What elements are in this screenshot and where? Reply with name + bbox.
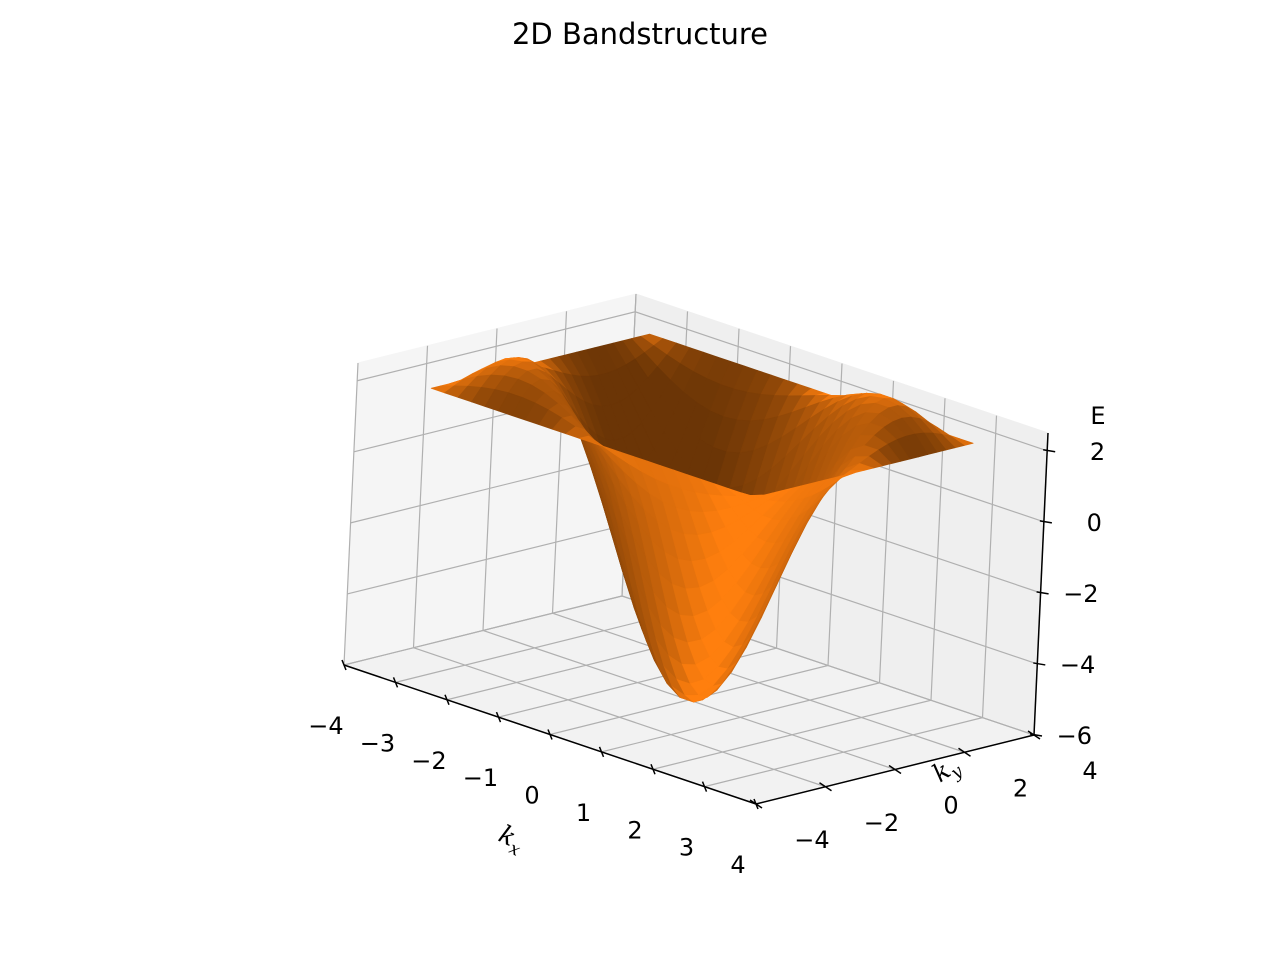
y-tick-label: −4 (794, 826, 829, 854)
z-gridline (357, 311, 1048, 452)
x-tick-mark (444, 694, 450, 706)
chart-title: 2D Bandstructure (512, 17, 768, 51)
x-tick-label: −1 (463, 764, 498, 792)
z-gridline (343, 595, 1035, 736)
z-tick-label: −2 (1063, 580, 1098, 608)
axis-lines (341, 432, 1056, 810)
z-axis-label: E (1090, 402, 1105, 430)
x-tick-mark (598, 746, 605, 758)
surface-mesh (430, 333, 974, 703)
z-tick-mark (1029, 733, 1043, 737)
y-tick-label: 0 (943, 792, 958, 820)
y-tick-mark (888, 764, 902, 775)
tick-labels: −4 −3 −2 −1 0 1 2 3 4 −4 −2 0 2 4 −6 −4 −2 0 2 (308, 438, 1105, 879)
x-tick-label: 2 (627, 816, 642, 844)
z-tick-label: 2 (1090, 438, 1105, 466)
x-tick-mark (495, 711, 502, 723)
surface-facet (740, 492, 765, 498)
x-tick-label: 3 (679, 834, 694, 862)
z-tick-label: −6 (1057, 722, 1092, 750)
z-tick-label: −4 (1060, 651, 1095, 679)
z-tick-mark (1036, 591, 1049, 595)
x-tick-mark (341, 659, 347, 671)
x-tick-label: 4 (730, 851, 745, 879)
x-tick-mark (650, 763, 656, 775)
x-tick-label: −3 (360, 729, 395, 757)
x-tick-label: −4 (308, 712, 343, 740)
x-tick-label: 0 (524, 782, 539, 810)
x-axis-label: kx (492, 819, 530, 861)
x-tick-label: 1 (576, 799, 591, 827)
y-tick-mark (958, 747, 971, 757)
z-tick-label: 0 (1087, 509, 1102, 537)
z-tick-mark (1039, 520, 1053, 524)
y-tick-label: 4 (1082, 757, 1097, 785)
z-tick-mark (1033, 662, 1046, 666)
x-tick-mark (392, 677, 399, 688)
y-tick-mark (749, 799, 763, 809)
z-axis-line (1033, 432, 1049, 736)
y-tick-label: 2 (1013, 774, 1028, 802)
y-tick-mark (819, 782, 832, 792)
x-tick-mark (547, 729, 553, 740)
z-tick-mark (1043, 449, 1056, 453)
y-tick-label: −2 (864, 809, 899, 837)
x-tick-mark (701, 781, 708, 792)
x-tick-label: −2 (411, 747, 446, 775)
